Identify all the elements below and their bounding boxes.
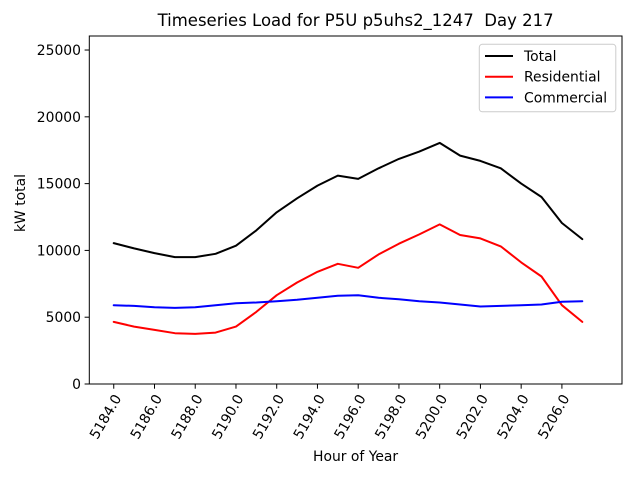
- legend-label-commercial: Commercial: [524, 90, 607, 106]
- x-tick-label: 5186.0: [128, 392, 166, 442]
- x-axis-label: Hour of Year: [313, 449, 398, 465]
- x-ticks: 5184.0 5186.0 5188.0 5190.0 5192.0 5194.0 5196…: [87, 384, 573, 442]
- series-line-commercial: [112, 294, 584, 309]
- x-tick-label: 5190.0: [209, 392, 247, 442]
- y-tick-label: 20000: [37, 110, 81, 126]
- x-tick-label: 5184.0: [87, 392, 125, 442]
- y-tick-label: 10000: [37, 243, 81, 259]
- series-line-residential: [112, 223, 584, 335]
- x-tick-label: 5198.0: [372, 392, 410, 442]
- plot-area-frame: [88, 35, 623, 385]
- legend: Total Residential Commercial: [478, 43, 617, 113]
- x-tick-label: 5206.0: [535, 392, 573, 442]
- y-ticks: 0 5000 10000 15000 20000 25000: [37, 43, 90, 393]
- chart-title: Timeseries Load for P5U p5uhs2_1247 Day …: [157, 11, 554, 31]
- series-line-total: [112, 141, 584, 259]
- legend-label-total: Total: [523, 49, 556, 65]
- y-tick-label: 15000: [37, 177, 81, 193]
- y-axis-label: kW total: [13, 174, 29, 232]
- y-tick-label: 0: [72, 377, 81, 393]
- x-tick-label: 5196.0: [331, 392, 369, 442]
- x-tick-label: 5194.0: [291, 392, 329, 442]
- y-tick-label: 5000: [46, 310, 81, 326]
- x-tick-label: 5204.0: [494, 392, 532, 442]
- x-tick-label: 5200.0: [413, 392, 451, 442]
- x-tick-label: 5202.0: [454, 392, 492, 442]
- x-tick-label: 5192.0: [250, 392, 288, 442]
- legend-label-residential: Residential: [524, 70, 601, 86]
- x-tick-label: 5188.0: [169, 392, 207, 442]
- y-tick-label: 25000: [37, 43, 81, 59]
- legend-box: [478, 43, 617, 113]
- series-lines: [112, 141, 584, 335]
